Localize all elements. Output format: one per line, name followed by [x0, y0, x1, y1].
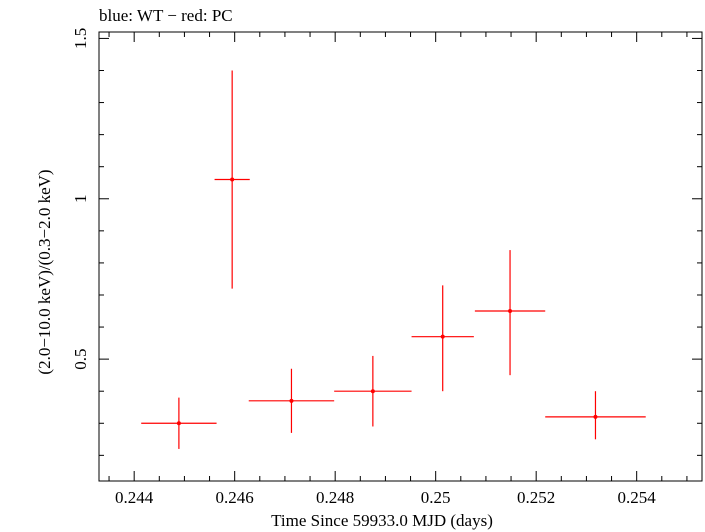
data-marker — [289, 398, 294, 403]
chart-title: blue: WT − red: PC — [99, 6, 233, 25]
x-tick-label: 0.246 — [216, 488, 254, 507]
y-axis-label: (2.0−10.0 keV)/(0.3−2.0 keV) — [35, 169, 54, 374]
x-axis-ticks: 0.244 0.246 0.248 0.25 0.252 0.254 — [108, 32, 688, 507]
x-axis-label: Time Since 59933.0 MJD (days) — [271, 511, 493, 530]
y-axis-ticks: 0.5 1 1.5 — [71, 28, 702, 456]
y-tick-label: 1 — [71, 195, 90, 204]
data-marker — [440, 334, 445, 339]
data-marker — [230, 177, 235, 182]
x-tick-label: 0.244 — [115, 488, 154, 507]
x-tick-label: 0.25 — [421, 488, 451, 507]
data-point — [334, 355, 412, 427]
data-point — [545, 391, 646, 440]
data-marker — [508, 309, 513, 314]
y-tick-label: 0.5 — [71, 349, 90, 370]
x-tick-label: 0.248 — [316, 488, 354, 507]
data-point — [214, 70, 250, 289]
data-marker — [370, 389, 375, 394]
data-marker — [593, 414, 598, 419]
data-point — [141, 397, 217, 449]
data-series — [141, 70, 646, 449]
y-tick-label: 1.5 — [71, 28, 90, 49]
data-point — [474, 250, 546, 376]
data-point — [411, 285, 474, 392]
plot-frame — [98, 31, 703, 482]
x-tick-label: 0.252 — [517, 488, 555, 507]
x-tick-label: 0.254 — [618, 488, 657, 507]
data-point — [248, 368, 335, 433]
data-marker — [176, 421, 181, 426]
